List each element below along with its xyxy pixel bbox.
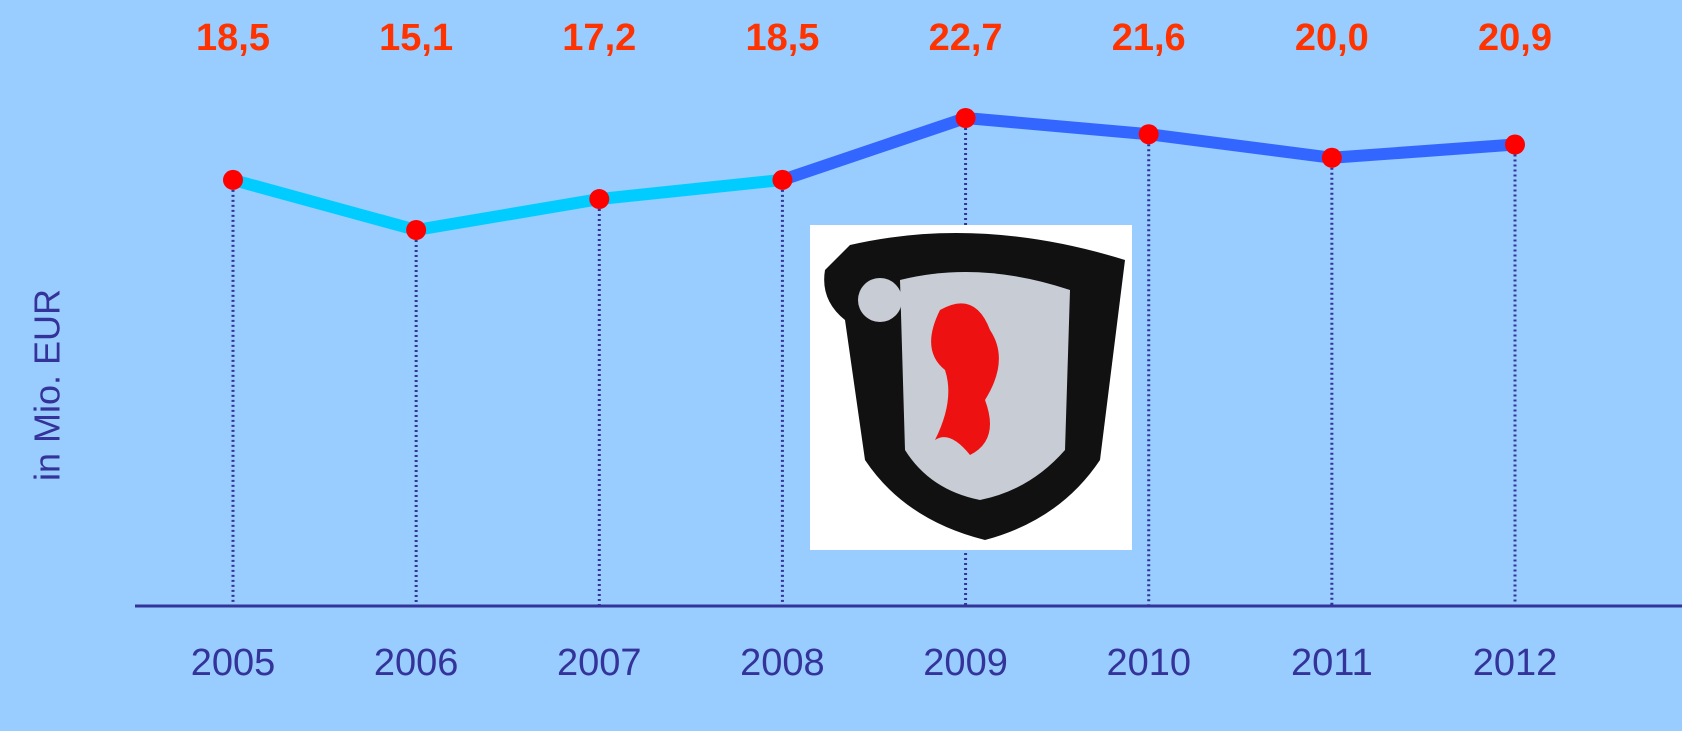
value-label: 18,5	[196, 17, 270, 59]
x-tick-label: 2007	[557, 642, 642, 684]
line-segment	[227, 173, 423, 236]
emblem	[810, 225, 1132, 550]
value-label: 18,5	[745, 17, 819, 59]
line-segment	[410, 193, 606, 236]
x-tick-label: 2008	[740, 642, 825, 684]
value-label: 20,0	[1295, 17, 1369, 59]
marker	[1138, 124, 1159, 145]
x-tick-label: 2009	[923, 642, 1008, 684]
value-label: 15,1	[379, 17, 453, 59]
line-segment	[1142, 128, 1338, 164]
marker	[589, 189, 610, 210]
x-tick-label: 2012	[1473, 642, 1558, 684]
value-label: 21,6	[1112, 17, 1186, 59]
x-tick-label: 2005	[191, 642, 276, 684]
marker	[406, 220, 427, 240]
marker	[772, 169, 793, 190]
marker	[1505, 134, 1525, 155]
x-tick-label: 2011	[1291, 642, 1373, 684]
line-segment	[776, 112, 972, 186]
x-tick-label: 2006	[374, 642, 459, 684]
value-label: 20,9	[1478, 17, 1552, 59]
value-label: 17,2	[562, 17, 636, 59]
y-axis-label: in Mio. EUR	[27, 289, 68, 481]
line-segment	[1325, 138, 1521, 164]
line-segment	[593, 173, 789, 206]
value-label: 22,7	[929, 17, 1003, 59]
marker	[1321, 147, 1342, 168]
line-segment	[959, 112, 1155, 141]
marker	[223, 169, 243, 190]
marker	[955, 108, 976, 128]
x-tick-label: 2010	[1106, 642, 1191, 684]
